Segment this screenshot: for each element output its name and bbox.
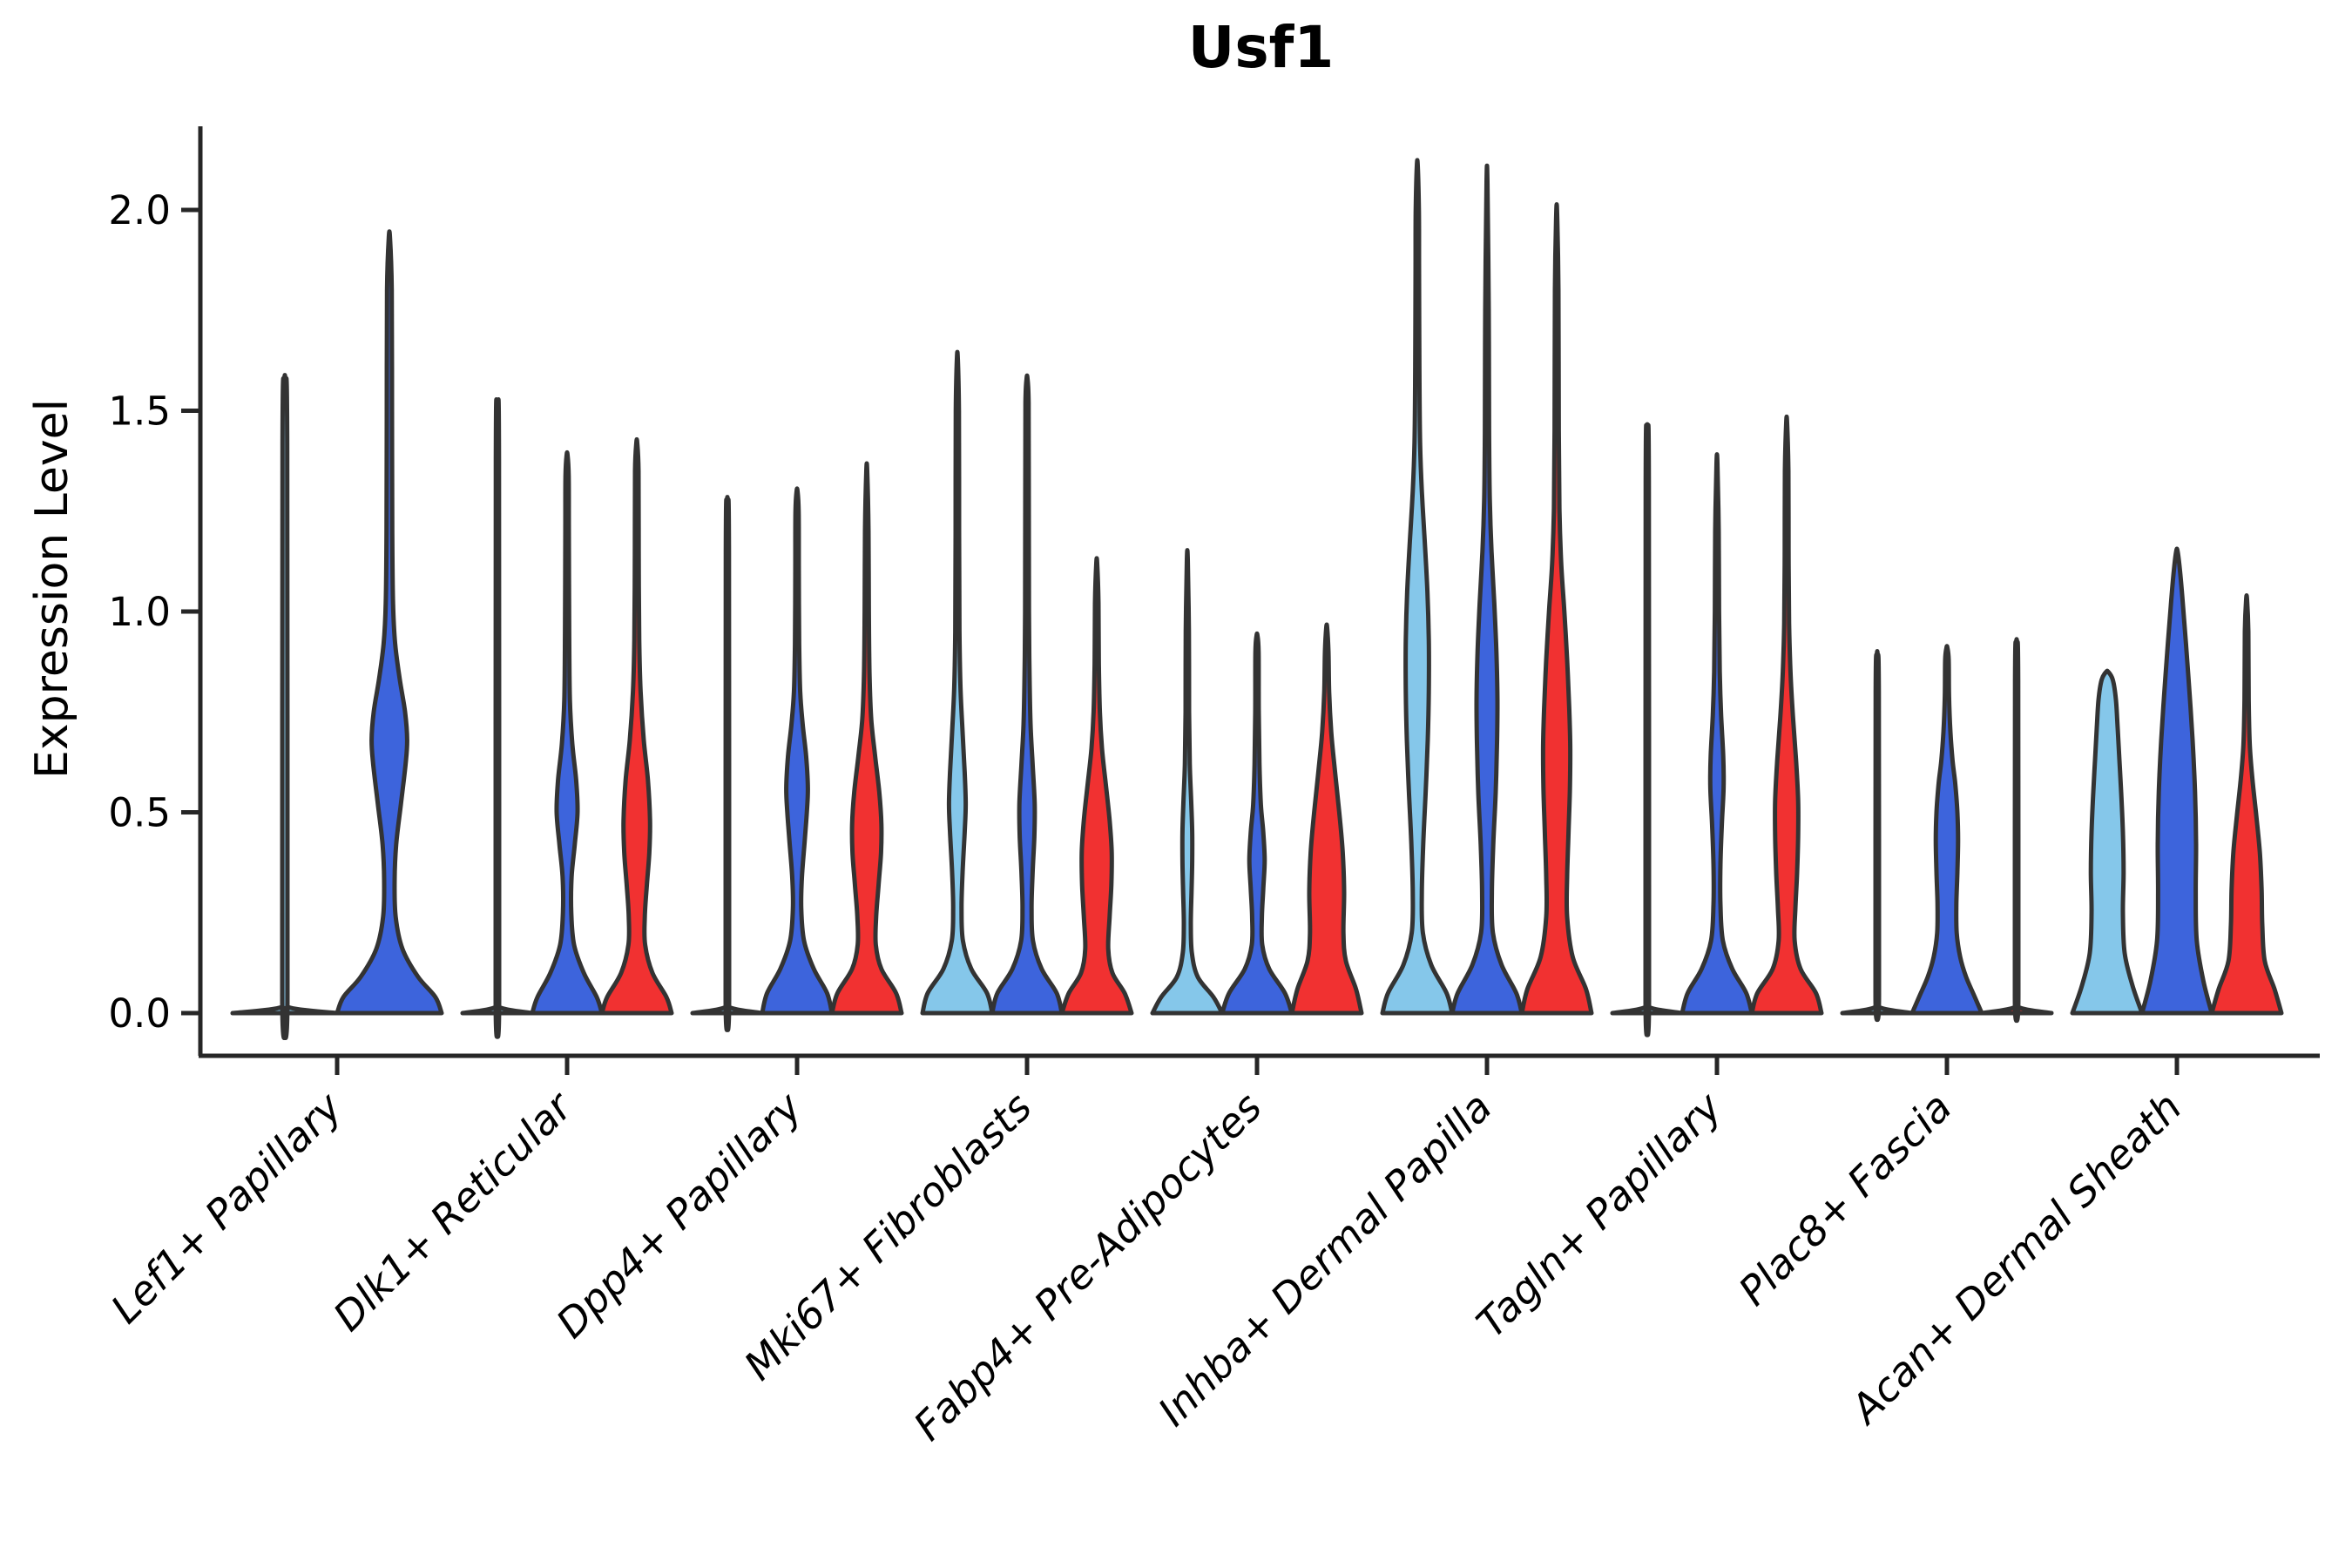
x-tick-label-plac8-fascia: Plac8+ Fascia: [1729, 1084, 1960, 1315]
violin-dlk1-reticular-red: [599, 436, 674, 1016]
violin-fabp4-pre-adipocytes-lightblue: [1150, 548, 1225, 1016]
x-tick-label-dpp4-papillary: Dpp4+ Papillary: [547, 1083, 811, 1347]
violin-inhba-dermal-papilla-red: [1519, 202, 1594, 1016]
y-tick-label-1.5: 1.5: [108, 388, 171, 434]
violin-fabp4-pre-adipocytes-blue: [1220, 631, 1294, 1016]
violin-mki67-fibroblasts-lightblue: [920, 349, 995, 1016]
violin-dpp4-papillary-blue: [760, 486, 835, 1016]
violin-acan-dermal-sheath-red: [2209, 593, 2284, 1016]
violin-plac8-fascia-blue: [1909, 644, 1984, 1016]
violin-tagln-papillary-red: [1749, 414, 1824, 1016]
violin-dlk1-reticular-blue: [530, 449, 605, 1016]
violin-tagln-papillary-lightblue: [1610, 422, 1685, 1037]
x-tick-label-tagln-papillary: Tagln+ Papillary: [1467, 1083, 1731, 1347]
violin-dpp4-papillary-red: [829, 461, 904, 1016]
violin-lef1-papillary-blue: [335, 229, 444, 1016]
violin-fabp4-pre-adipocytes-red: [1289, 622, 1364, 1016]
violin-plac8-fascia-red: [1979, 637, 2054, 1024]
y-tick-label-2.0: 2.0: [108, 187, 171, 233]
x-tick-label-dlk1-reticular: Dlk1+ Reticular: [324, 1081, 583, 1340]
violin-lef1-papillary-lightblue: [230, 373, 340, 1040]
y-axis-label: Expression Level: [26, 398, 78, 780]
violin-inhba-dermal-papilla-blue: [1450, 163, 1524, 1016]
violin-dpp4-papillary-lightblue: [690, 495, 765, 1032]
violin-dlk1-reticular-lightblue: [460, 397, 535, 1039]
violin-mki67-fibroblasts-blue: [990, 373, 1064, 1016]
chart-title: Usf1: [1187, 14, 1335, 81]
y-tick-label-1.0: 1.0: [108, 589, 171, 635]
violin-tagln-papillary-blue: [1680, 452, 1754, 1016]
violin-mki67-fibroblasts-red: [1059, 556, 1134, 1016]
y-tick-label-0.0: 0.0: [108, 990, 171, 1037]
x-tick-label-lef1-papillary: Lef1+ Papillary: [102, 1083, 351, 1332]
y-tick-label-0.5: 0.5: [108, 789, 171, 835]
violin-acan-dermal-sheath-lightblue: [2070, 668, 2145, 1016]
violin-plac8-fascia-lightblue: [1840, 649, 1915, 1022]
violin-acan-dermal-sheath-blue: [2139, 546, 2214, 1016]
violin-inhba-dermal-papilla-lightblue: [1380, 158, 1455, 1016]
